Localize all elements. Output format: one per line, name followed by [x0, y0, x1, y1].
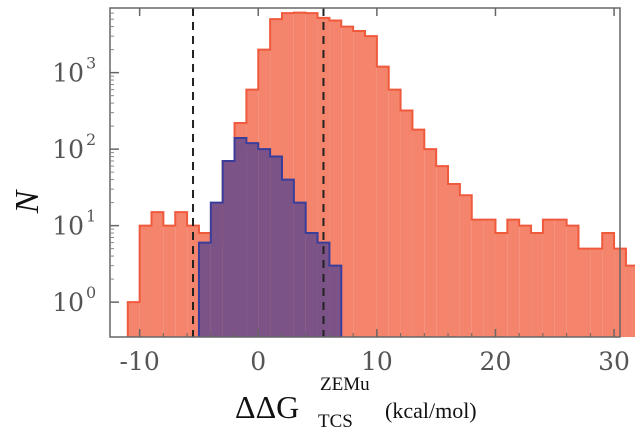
- x-tick-label: 0: [250, 347, 266, 376]
- histogram-bar: [341, 26, 354, 337]
- histogram-outline: [197, 136, 343, 337]
- x-axis-title-superscript: ZEMu: [320, 374, 370, 395]
- svg-text:ΔΔG: ΔΔG: [235, 389, 299, 425]
- histogram-bar: [519, 225, 532, 337]
- histogram-bar: [625, 265, 635, 337]
- histogram-bar: [365, 36, 377, 337]
- histogram-bar: [483, 219, 496, 337]
- histogram-bar: [353, 31, 365, 337]
- histogram-bar: [270, 156, 282, 337]
- histogram-bar: [293, 202, 306, 337]
- histogram-bar: [258, 149, 271, 337]
- histogram-bar: [234, 137, 247, 337]
- x-axis-title-subscript: TCS: [318, 411, 353, 432]
- histogram-bar: [602, 233, 615, 337]
- y-tick-label: 10: [52, 288, 84, 317]
- histogram-bar: [198, 242, 211, 337]
- histogram-bar: [139, 225, 152, 337]
- histogram-bar: [281, 13, 294, 338]
- histogram-bar: [448, 184, 460, 337]
- histogram-bar: [424, 149, 437, 337]
- x-axis-title-unit: (kcal/mol): [385, 398, 477, 423]
- x-tick-label: 30: [598, 347, 630, 376]
- histogram-bar: [566, 225, 579, 337]
- histogram-bar: [127, 302, 140, 337]
- x-tick-label: 10: [361, 347, 393, 376]
- y-tick-label: 10: [52, 135, 84, 164]
- y-tick-exponent: 0: [86, 283, 96, 302]
- histogram-bar: [471, 219, 484, 337]
- histogram-bar: [305, 233, 318, 337]
- histogram-bar: [293, 12, 306, 337]
- histogram-bar: [376, 66, 389, 337]
- y-axis-title: N: [9, 188, 46, 214]
- histogram-bar: [400, 110, 413, 337]
- histogram-bar: [507, 219, 520, 337]
- histogram-bar: [542, 219, 555, 337]
- histogram-bar: [222, 160, 235, 337]
- histogram-bar: [554, 219, 567, 337]
- y-tick-label: 10: [52, 212, 84, 241]
- histogram-bar: [175, 212, 188, 337]
- y-tick-exponent: 3: [86, 54, 96, 73]
- y-tick-exponent: 1: [86, 207, 96, 226]
- histogram-bar: [305, 13, 318, 338]
- histogram-bar: [590, 248, 603, 337]
- y-tick-exponent: 2: [86, 130, 96, 149]
- x-tick-label: -10: [120, 347, 160, 376]
- x-tick-label: 20: [480, 347, 512, 376]
- histogram-bar: [329, 20, 342, 338]
- histogram-bar: [412, 129, 425, 337]
- histogram-bar: [388, 89, 401, 337]
- histogram-bar: [436, 166, 449, 337]
- x-axis-title: ΔΔG ZEMu TCS (kcal/mol): [235, 374, 477, 432]
- x-axis-title-main: ΔΔG: [235, 389, 299, 425]
- histogram-bar: [281, 179, 294, 337]
- histogram-bar: [495, 233, 508, 337]
- histogram-bar: [329, 265, 342, 337]
- histogram-bar: [151, 212, 164, 337]
- histogram-bar: [163, 225, 176, 337]
- histogram-bar: [246, 143, 259, 337]
- histogram-bar: [459, 195, 472, 337]
- histogram-bar: [210, 202, 223, 337]
- x-axis-ticks: -10 0 10 20 30: [120, 8, 630, 376]
- histogram-bar: [531, 233, 543, 337]
- histogram-bar: [578, 248, 591, 337]
- y-tick-label: 10: [52, 59, 84, 88]
